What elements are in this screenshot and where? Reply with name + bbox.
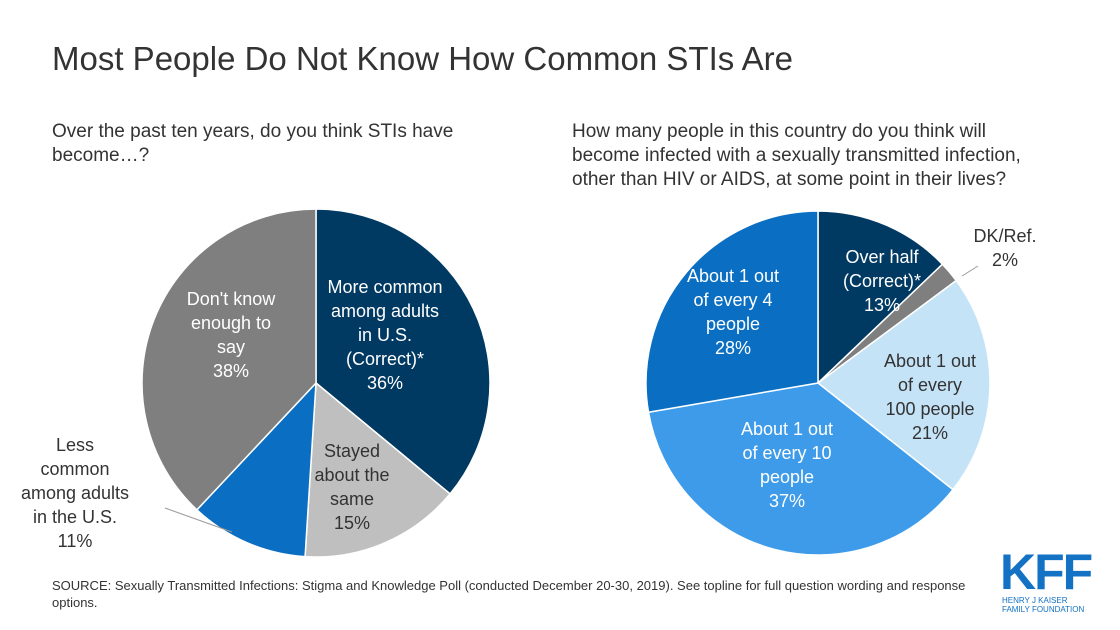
slice-label: About 1 out of every 10 people 37% [741, 417, 833, 513]
pie-slice [195, 380, 317, 558]
logo-subtitle: HENRY J KAISER FAMILY FOUNDATION [1002, 596, 1085, 614]
value-label: 36% [366, 373, 404, 393]
pie-slice [647, 382, 955, 556]
slice-label: Less common among adults in the U.S. 11% [21, 433, 129, 553]
value-label: 37% [768, 491, 806, 511]
value-label: 2% [991, 250, 1018, 270]
value-label: 11% [57, 531, 93, 551]
category-label: About 1 out of every 100 people [883, 351, 977, 419]
category-label: Stayed about the same [314, 441, 390, 509]
leader-line [164, 507, 233, 533]
value-label: 21% [911, 423, 949, 443]
category-label: Over half (Correct)* [842, 247, 922, 291]
value-label: 13% [863, 295, 901, 315]
category-label: About 1 out of every 4 people [686, 266, 780, 334]
category-label: DK/Ref. [973, 226, 1037, 246]
slice-label: Over half (Correct)* 13% [843, 245, 921, 317]
slice-label: About 1 out of every 4 people 28% [687, 264, 779, 360]
leader-line [961, 265, 979, 277]
slice-label: Stayed about the same 15% [314, 439, 389, 535]
slice-label: About 1 out of every 100 people 21% [884, 349, 976, 445]
category-label: Don't know enough to say [186, 289, 276, 357]
pie-slice [304, 381, 452, 558]
value-label: 38% [212, 361, 250, 381]
source-note: SOURCE: Sexually Transmitted Infections:… [52, 578, 966, 610]
category-label: About 1 out of every 10 people [740, 419, 834, 487]
chart-subtitle: How many people in this country do you t… [572, 121, 1021, 190]
slice-label: Don't know enough to say 38% [187, 287, 275, 383]
pie-slice [816, 279, 991, 491]
pie-slice [817, 210, 944, 385]
pie-slice [141, 208, 317, 511]
pie-slice [315, 208, 491, 495]
slice-label: More common among adults in U.S. (Correc… [327, 275, 442, 395]
page-title: Most People Do Not Know How Common STIs … [52, 40, 793, 77]
logo: KFF [1000, 544, 1093, 600]
chart-subtitle: Over the past ten years, do you think ST… [52, 121, 454, 166]
value-label: 15% [333, 513, 371, 533]
slice-label: DK/Ref. 2% [973, 224, 1036, 272]
category-label: More common among adults in U.S. (Correc… [327, 277, 443, 369]
pie-slice [645, 210, 819, 414]
value-label: 28% [714, 338, 752, 358]
category-label: Less common among adults in the U.S. [20, 435, 130, 527]
